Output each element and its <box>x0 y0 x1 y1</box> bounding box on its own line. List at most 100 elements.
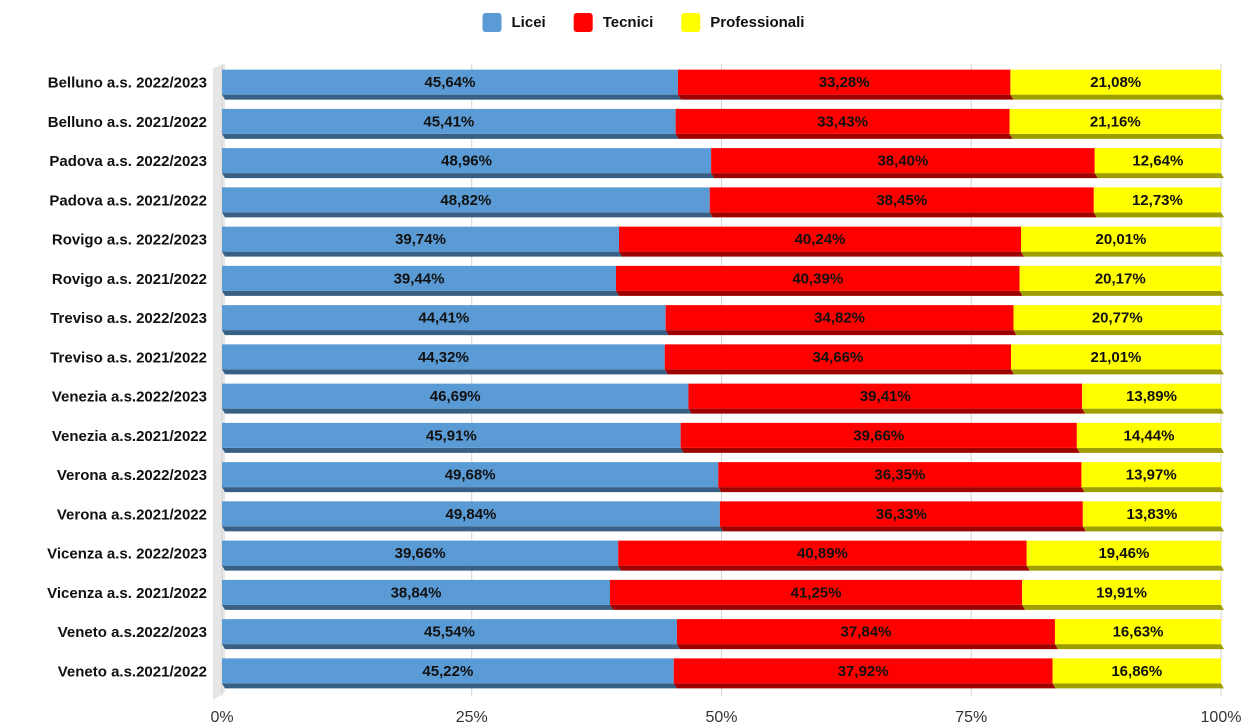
bar <box>616 265 1020 291</box>
bar <box>1010 69 1221 95</box>
y-tick-label: Padova a.s. 2021/2022 <box>49 192 207 209</box>
legend-swatch <box>482 13 502 32</box>
bar <box>677 69 1011 95</box>
data-label: 13,97% <box>1126 467 1177 484</box>
bar-side <box>222 644 680 650</box>
y-tick-label: Verona a.s.2021/2022 <box>57 506 207 523</box>
bar <box>711 148 1095 174</box>
y-tick-label: Treviso a.s. 2021/2022 <box>50 349 207 366</box>
legend-swatch <box>681 13 701 32</box>
bar-side <box>618 565 1030 571</box>
bar <box>619 226 1022 252</box>
data-label: 34,66% <box>812 349 863 366</box>
bar <box>1026 540 1222 566</box>
data-label: 37,92% <box>838 663 889 680</box>
bar-side <box>680 447 1080 453</box>
y-tick-label: Veneto a.s.2022/2023 <box>58 624 207 641</box>
legend-label: Licei <box>512 14 546 31</box>
data-label: 40,24% <box>795 231 846 248</box>
bar-side <box>676 644 1058 650</box>
data-label: 49,84% <box>446 506 497 523</box>
data-label: 48,82% <box>440 192 491 209</box>
bar <box>222 422 681 448</box>
bar-side <box>222 683 677 689</box>
bar-side <box>222 251 623 257</box>
data-label: 16,63% <box>1113 624 1164 641</box>
bar <box>719 501 1083 527</box>
data-label: 14,44% <box>1124 427 1175 444</box>
bar <box>676 619 1055 645</box>
y-tick-label: Venezia a.s.2021/2022 <box>52 428 207 445</box>
y-tick-label: Veneto a.s.2021/2022 <box>58 663 207 680</box>
bar-side <box>1082 408 1224 414</box>
bar <box>1094 148 1221 174</box>
bar-side <box>222 94 681 100</box>
bar-side <box>1011 369 1224 375</box>
bar <box>664 344 1012 370</box>
bar-side <box>688 408 1086 414</box>
bar <box>1021 226 1221 252</box>
bar <box>222 501 720 527</box>
bar-side <box>673 683 1056 689</box>
x-tick-label: 100% <box>1201 709 1242 726</box>
data-label: 34,82% <box>814 310 865 327</box>
bar-side <box>610 604 1026 610</box>
bar-side <box>1021 251 1224 257</box>
bar <box>673 658 1053 684</box>
y-tick-label: Venezia a.s.2022/2023 <box>52 389 207 406</box>
bar-side <box>1081 487 1224 493</box>
bar-side <box>675 133 1013 139</box>
y-tick-label: Verona a.s.2022/2023 <box>57 467 207 484</box>
bar <box>610 579 1023 605</box>
bar-side <box>222 212 713 218</box>
y-tick-label: Belluno a.s. 2021/2022 <box>48 114 207 131</box>
data-label: 38,84% <box>391 584 442 601</box>
bar-side <box>1009 133 1224 139</box>
bar-side <box>1054 644 1225 650</box>
bar <box>1011 344 1221 370</box>
x-tick-label: 50% <box>705 709 737 726</box>
data-label: 46,69% <box>430 388 481 405</box>
bar <box>222 226 620 252</box>
bar-side <box>709 212 1097 218</box>
data-label: 39,44% <box>394 270 445 287</box>
data-label: 44,32% <box>418 349 469 366</box>
data-label: 49,68% <box>445 467 496 484</box>
bar <box>718 462 1082 488</box>
data-label: 41,25% <box>791 584 842 601</box>
data-label: 36,35% <box>874 467 925 484</box>
data-label: 45,91% <box>426 427 477 444</box>
bar-side <box>664 369 1015 375</box>
data-label: 45,54% <box>424 624 475 641</box>
data-label: 44,41% <box>418 310 469 327</box>
bar <box>222 619 677 645</box>
data-label: 12,73% <box>1132 192 1183 209</box>
bar-side <box>1082 526 1224 532</box>
bar <box>1013 305 1221 331</box>
bar-side <box>222 447 684 453</box>
legend-label: Tecnici <box>603 14 654 31</box>
bar <box>1081 462 1221 488</box>
bar <box>665 305 1014 331</box>
y-tick-label: Vicenza a.s. 2022/2023 <box>47 546 207 563</box>
bar <box>222 579 611 605</box>
bar <box>1052 658 1221 684</box>
bar-side <box>1013 330 1224 336</box>
bar-side <box>222 408 692 414</box>
data-label: 20,77% <box>1092 310 1143 327</box>
legend-label: Professionali <box>710 14 804 31</box>
y-tick-label: Padova a.s. 2022/2023 <box>49 153 207 170</box>
data-label: 21,08% <box>1090 74 1141 91</box>
bar <box>222 383 689 409</box>
data-label: 16,86% <box>1111 663 1162 680</box>
bar <box>1093 187 1221 213</box>
data-label: 40,89% <box>797 545 848 562</box>
bar <box>222 265 617 291</box>
bar-side <box>718 487 1085 493</box>
bar <box>688 383 1083 409</box>
bar <box>1082 383 1221 409</box>
data-label: 39,41% <box>860 388 911 405</box>
y-tick-label: Belluno a.s. 2022/2023 <box>48 75 207 92</box>
bar-side <box>222 526 723 532</box>
